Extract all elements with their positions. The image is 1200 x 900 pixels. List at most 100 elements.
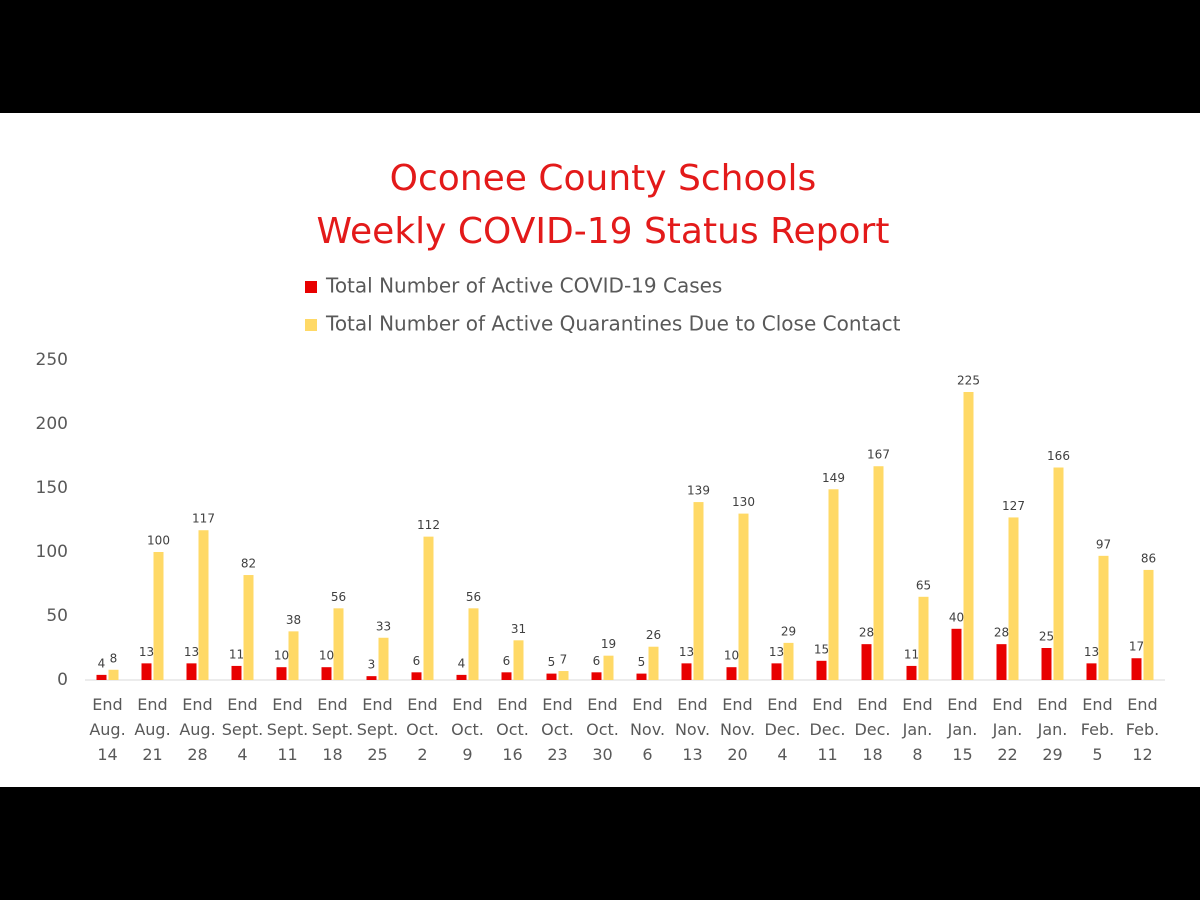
x-tick-label: End Oct. 16: [496, 695, 529, 764]
legend-swatch: [305, 281, 317, 293]
data-label: 225: [957, 374, 980, 388]
data-label: 7: [560, 653, 568, 667]
bar: [468, 608, 479, 680]
data-label: 31: [511, 622, 526, 636]
data-label: 100: [147, 534, 170, 548]
data-label: 11: [904, 647, 919, 661]
data-label: 149: [822, 471, 845, 485]
y-tick-label: 100: [36, 542, 68, 562]
bar: [951, 628, 962, 680]
data-label: 117: [192, 512, 215, 526]
bar: [456, 674, 467, 680]
bar: [366, 676, 377, 680]
bar: [1053, 467, 1064, 680]
data-label: 56: [331, 590, 346, 604]
bar: [783, 642, 794, 680]
x-tick-label: End Sept. 4: [222, 695, 264, 764]
data-label: 127: [1002, 499, 1025, 513]
bar: [96, 674, 107, 680]
data-label: 25: [1039, 630, 1054, 644]
data-label: 65: [916, 578, 931, 592]
bar: [996, 644, 1007, 680]
bar: [1143, 569, 1154, 680]
data-label: 40: [949, 610, 964, 624]
bar: [861, 644, 872, 680]
bar: [771, 663, 782, 680]
bar: [288, 631, 299, 680]
data-label: 11: [229, 647, 244, 661]
x-tick-label: End Aug. 14: [89, 695, 125, 764]
bar: [828, 489, 839, 680]
bar: [333, 608, 344, 680]
data-label: 10: [319, 649, 334, 663]
x-tick-label: End Jan. 29: [1037, 695, 1068, 764]
bar: [636, 673, 647, 680]
y-tick-label: 250: [36, 350, 68, 370]
x-tick-label: End Oct. 23: [541, 695, 574, 764]
data-label: 4: [98, 656, 106, 670]
x-tick-label: End Oct. 30: [586, 695, 619, 764]
data-label: 28: [859, 626, 874, 640]
bar: [726, 667, 737, 680]
data-label: 82: [241, 557, 256, 571]
x-tick-label: End Sept. 18: [312, 695, 354, 764]
x-tick-label: End Aug. 28: [179, 695, 215, 764]
legend-label: Total Number of Active Quarantines Due t…: [325, 312, 901, 336]
bar: [378, 637, 389, 680]
data-label: 13: [679, 645, 694, 659]
bar: [1041, 648, 1052, 680]
x-tick-label: End Feb. 12: [1126, 695, 1159, 764]
x-tick-label: End Nov. 13: [675, 695, 710, 764]
y-tick-label: 0: [57, 670, 68, 690]
bar: [321, 667, 332, 680]
bar: [1008, 517, 1019, 680]
data-label: 5: [638, 655, 646, 669]
bar: [1086, 663, 1097, 680]
data-label: 13: [139, 645, 154, 659]
y-tick-label: 150: [36, 478, 68, 498]
bar: [231, 665, 242, 680]
data-label: 38: [286, 613, 301, 627]
bar: [501, 672, 512, 680]
x-tick-label: End Jan. 22: [992, 695, 1023, 764]
data-label: 97: [1096, 537, 1111, 551]
x-tick-label: End Oct. 2: [406, 695, 439, 764]
bar: [738, 513, 749, 680]
y-tick-label: 200: [36, 414, 68, 434]
data-label: 3: [368, 658, 376, 672]
chart-subtitle: Weekly COVID-19 Status Report: [317, 211, 890, 252]
x-tick-label: End Feb. 5: [1081, 695, 1114, 764]
data-label: 19: [601, 637, 616, 651]
data-label: 56: [466, 590, 481, 604]
data-label: 4: [458, 656, 466, 670]
data-label: 10: [724, 649, 739, 663]
data-label: 167: [867, 448, 890, 462]
bar: [186, 663, 197, 680]
bar: [198, 530, 209, 680]
data-label: 13: [769, 645, 784, 659]
data-label: 6: [593, 654, 601, 668]
data-label: 13: [1084, 645, 1099, 659]
bar: [558, 671, 569, 680]
bar: [153, 552, 164, 680]
data-label: 17: [1129, 640, 1144, 654]
y-tick-label: 50: [46, 606, 68, 626]
data-label: 29: [781, 624, 796, 638]
legend-label: Total Number of Active COVID-19 Cases: [325, 274, 722, 298]
data-label: 130: [732, 495, 755, 509]
bar: [918, 596, 929, 680]
data-label: 15: [814, 642, 829, 656]
data-label: 139: [687, 484, 710, 498]
data-label: 26: [646, 628, 661, 642]
bar: [816, 660, 827, 680]
x-tick-label: End Dec. 11: [809, 695, 845, 764]
chart-title: Oconee County Schools: [390, 158, 817, 199]
x-tick-label: End Sept. 25: [357, 695, 399, 764]
x-tick-label: End Aug. 21: [134, 695, 170, 764]
legend-swatch: [305, 319, 317, 331]
bar: [1098, 555, 1109, 680]
bar: [873, 466, 884, 680]
data-label: 166: [1047, 449, 1070, 463]
bar: [276, 667, 287, 680]
